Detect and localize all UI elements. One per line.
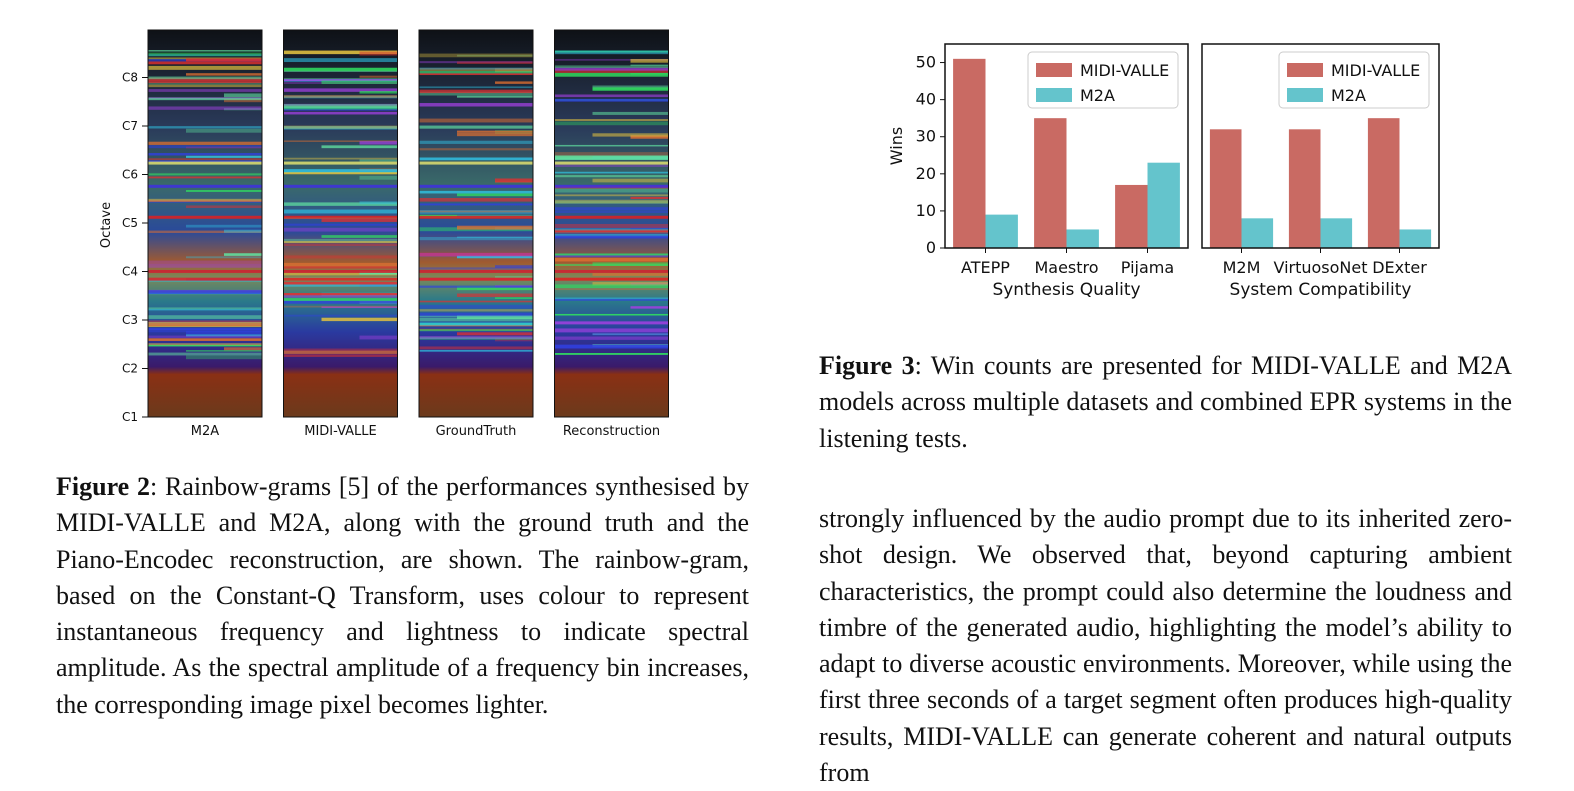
rainbowgram-panel: M2A <box>147 29 263 439</box>
x-tick-label: Maestro <box>1034 258 1098 277</box>
plot-frame <box>1201 43 1440 249</box>
figure-2-caption-label: Figure 2 <box>56 472 150 501</box>
bar-midi-valle-maestro <box>1034 118 1067 248</box>
x-tick-label: M2M <box>1223 258 1261 277</box>
bar-m2a-m2m <box>1241 218 1274 248</box>
y-tick-label: 0 <box>926 238 936 257</box>
bar-midi-valle-pijama <box>1115 184 1148 248</box>
figure2-ytick-label: C4 <box>122 265 138 279</box>
legend: MIDI-VALLE M2A <box>1027 51 1179 109</box>
rainbowgram-panel: MIDI-VALLE <box>283 29 398 439</box>
y-tick-label: 10 <box>916 201 936 220</box>
rainbowgram-panel-label: M2A <box>191 424 219 439</box>
bar-midi-valle-atepp <box>953 58 986 248</box>
x-tick-label: ATEPP <box>961 258 1010 277</box>
figure2-ytick-label: C2 <box>122 362 138 376</box>
figure2-ytick-label: C7 <box>122 119 138 133</box>
y-axis-label: Wins <box>887 127 906 165</box>
legend-swatch <box>1287 63 1323 77</box>
bar-chart-1: ATEPP Maestro Pijama 0 10 20 30 40 50 Wins Synthes… <box>887 43 1189 300</box>
figure-2-caption: Figure 2: Rainbow-grams [5] of the perfo… <box>56 469 749 723</box>
legend: MIDI-VALLE M2A <box>1278 51 1430 109</box>
figure2-ytick-label: C5 <box>122 216 138 230</box>
figure2-ytick-label: C6 <box>122 168 138 182</box>
figure-3-win-counts: ATEPP Maestro Pijama 0 10 20 30 40 50 Wins Synthes… <box>887 43 1440 300</box>
legend-label: MIDI-VALLE <box>1080 61 1169 80</box>
bar-m2a-pijama <box>1147 162 1180 248</box>
figure2-ylabel: Octave <box>99 202 114 248</box>
body-paragraph: strongly influenced by the audio prompt … <box>819 504 1512 788</box>
plot-frame <box>944 43 1189 249</box>
bar-chart-2: M2M VirtuosoNet DExter System Compatibility… <box>1201 43 1440 300</box>
bar-m2a-maestro <box>1066 229 1099 248</box>
rainbowgram-panel-label: GroundTruth <box>436 424 517 439</box>
legend-label: M2A <box>1331 86 1366 105</box>
rainbowgram-panel: GroundTruth <box>418 29 534 439</box>
x-axis-label: Synthesis Quality <box>992 280 1140 300</box>
legend-label: M2A <box>1080 86 1115 105</box>
rainbowgram-panel: Reconstruction <box>554 29 669 439</box>
figure-3-caption-text: : Win counts are presented for MIDI-VALL… <box>819 351 1512 453</box>
bar-m2a-virtuosonet <box>1320 218 1353 248</box>
bar-midi-valle-m2m <box>1209 129 1242 248</box>
x-tick-label: VirtuosoNet <box>1273 258 1367 277</box>
figure2-ytick-label: C3 <box>122 313 138 327</box>
y-tick-label: 30 <box>916 127 936 146</box>
legend-swatch <box>1036 88 1072 102</box>
figure-3-caption: Figure 3: Win counts are presented for M… <box>819 348 1512 457</box>
y-tick-label: 50 <box>916 53 936 72</box>
bar-m2a-atepp <box>985 214 1018 248</box>
y-tick-label: 20 <box>916 164 936 183</box>
figure2-ytick-label: C1 <box>122 410 138 424</box>
legend-label: MIDI-VALLE <box>1331 61 1420 80</box>
legend-swatch <box>1036 63 1072 77</box>
x-axis-label: System Compatibility <box>1230 280 1412 300</box>
legend-swatch <box>1287 88 1323 102</box>
bar-midi-valle-dexter <box>1367 118 1400 248</box>
x-tick-label: Pijama <box>1121 258 1174 277</box>
bar-midi-valle-virtuosonet <box>1288 129 1321 248</box>
figure-3-caption-label: Figure 3 <box>819 351 915 380</box>
figure2-ytick-label: C8 <box>122 71 138 85</box>
figure-2-rainbowgram: Octave C1 C2 C3 C4 C5 C6 C7 C8 M2A MIDI-VALLE Gro… <box>99 29 669 439</box>
y-tick-label: 40 <box>916 90 936 109</box>
bar-m2a-dexter <box>1399 229 1432 248</box>
rainbowgram-panel-label: Reconstruction <box>563 424 660 439</box>
rainbowgram-panel-label: MIDI-VALLE <box>304 424 376 439</box>
x-tick-label: DExter <box>1372 258 1427 277</box>
figure-2-caption-text: : Rainbow-grams [5] of the performances … <box>56 472 749 719</box>
